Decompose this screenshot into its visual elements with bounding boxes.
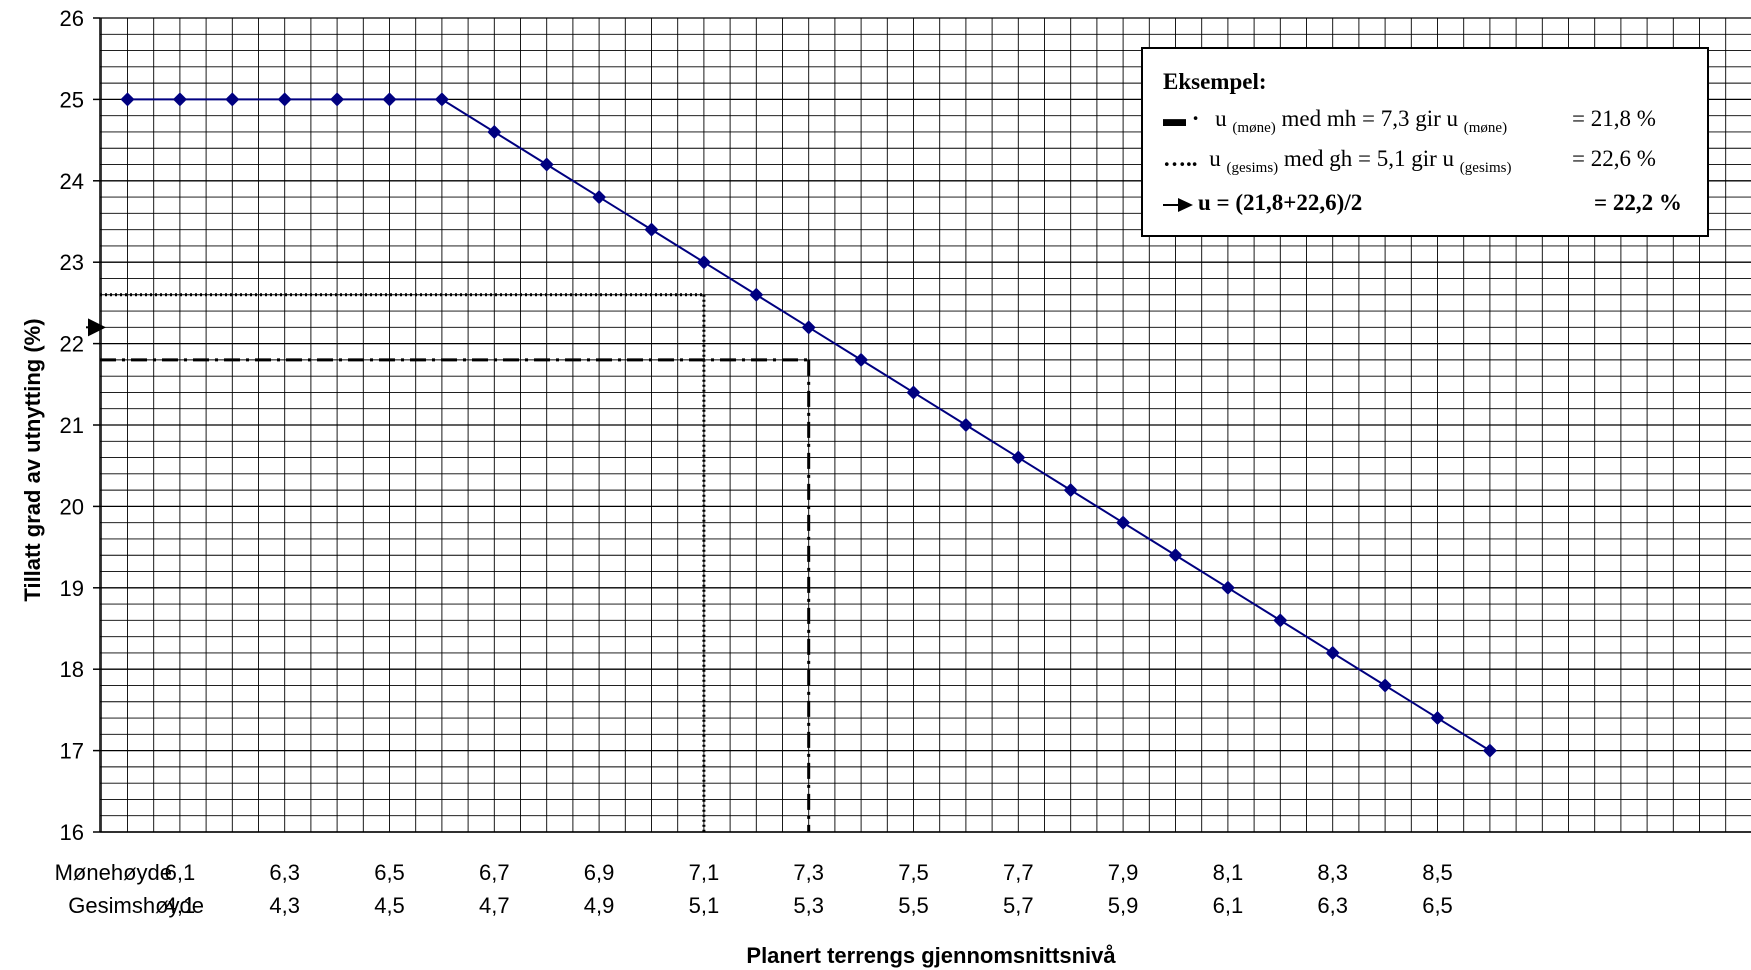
- x-tick-label-gesims: 5,9: [1108, 893, 1139, 918]
- legend-line-2-sub2: (gesims): [1460, 160, 1512, 176]
- x-tick-label-moene: 6,1: [165, 860, 196, 885]
- data-point: [434, 92, 449, 107]
- legend-line-2-mid: med gh = 5,1 gir u: [1284, 146, 1455, 171]
- x-tick-label-gesims: 4,5: [374, 893, 405, 918]
- data-point: [1116, 515, 1131, 530]
- x-tick-label-moene: 8,5: [1422, 860, 1453, 885]
- x-row-label-gesims: Gesimshøyde: [68, 893, 204, 918]
- data-point: [1220, 580, 1235, 595]
- legend-line-2-sub1: (gesims): [1227, 160, 1279, 176]
- data-point: [172, 92, 187, 107]
- x-tick-label-gesims: 6,1: [1213, 893, 1244, 918]
- y-tick-label: 18: [60, 657, 84, 682]
- data-point: [277, 92, 292, 107]
- x-axis-title: Planert terrengs gjennomsnittsnivå: [746, 943, 1116, 968]
- legend-line-1-pre: u: [1215, 106, 1227, 131]
- y-tick-label: 21: [60, 413, 84, 438]
- x-tick-label-gesims: 6,5: [1422, 893, 1453, 918]
- data-point: [696, 255, 711, 270]
- x-tick-label-gesims: 4,1: [165, 893, 196, 918]
- y-value-arrow-marker: [86, 318, 106, 337]
- data-point: [958, 418, 973, 432]
- x-tick-label-moene: 7,9: [1108, 860, 1139, 885]
- x-tick-label-gesims: 5,3: [793, 893, 824, 918]
- series-points: [120, 92, 1497, 758]
- data-point: [1430, 711, 1445, 726]
- data-point: [120, 92, 135, 107]
- legend-line-1-mid: med mh = 7,3 gir u: [1282, 106, 1459, 131]
- y-tick-label: 26: [60, 6, 84, 31]
- data-point: [854, 352, 869, 367]
- x-row-label-moene: Mønehøyde: [55, 860, 172, 885]
- x-tick-label-moene: 7,1: [689, 860, 720, 885]
- data-point: [330, 92, 345, 107]
- legend-line-1-sub1: (møne): [1232, 120, 1275, 136]
- x-tick-label-moene: 6,9: [584, 860, 615, 885]
- legend-line-1-value: = 21,8 %: [1572, 106, 1656, 131]
- y-tick-label: 25: [60, 87, 84, 112]
- x-tick-label-moene: 6,5: [374, 860, 405, 885]
- data-point: [1325, 645, 1340, 660]
- data-point: [644, 222, 659, 237]
- legend-box: [1141, 47, 1709, 237]
- x-tick-label-gesims: 5,1: [689, 893, 720, 918]
- x-tick-label-moene: 6,3: [269, 860, 300, 885]
- legend-line-2-value: = 22,6 %: [1572, 146, 1656, 171]
- y-tick-label: 17: [60, 739, 84, 764]
- data-point: [1063, 483, 1078, 498]
- legend-line-3-value: = 22,2 %: [1594, 190, 1682, 215]
- x-tick-label-moene: 8,3: [1317, 860, 1348, 885]
- data-point: [487, 124, 502, 139]
- x-tick-label-moene: 6,7: [479, 860, 510, 885]
- legend-line-3-text: u = (21,8+22,6)/2: [1198, 190, 1362, 215]
- data-point: [1378, 678, 1393, 693]
- legend-title: Eksempel:: [1163, 69, 1267, 94]
- x-tick-label-gesims: 4,9: [584, 893, 615, 918]
- legend-arrow-head: [1178, 198, 1193, 212]
- data-point: [382, 92, 397, 107]
- x-axis-ticks: 6,1 6,3 6,5 6,7 6,9 7,1 7,3 7,5 7,7 7,9 8,1 8,3 8,5 4…: [165, 860, 1453, 918]
- series-layer: [120, 92, 1497, 758]
- example-guide-lines: [100, 293, 811, 832]
- legend-line-1-sub2: (møne): [1464, 120, 1507, 136]
- legend-line-1-symbol: ▬ ·: [1163, 106, 1199, 131]
- y-tick-label: 22: [60, 332, 84, 357]
- y-axis-title: Tillatt grad av utnytting (%): [20, 318, 45, 601]
- data-point: [906, 385, 921, 400]
- y-tick-label: 16: [60, 820, 84, 845]
- y-axis-ticks: 16 17 18 19 20 21 22 23 24 25 26: [60, 6, 100, 845]
- data-point: [1168, 548, 1183, 563]
- x-tick-label-moene: 7,3: [793, 860, 824, 885]
- data-point: [592, 190, 607, 205]
- y-tick-label: 24: [60, 169, 84, 194]
- x-tick-label-moene: 8,1: [1213, 860, 1244, 885]
- x-tick-label-gesims: 5,7: [1003, 893, 1034, 918]
- x-tick-label-moene: 7,5: [898, 860, 929, 885]
- data-point: [801, 320, 816, 335]
- data-point: [225, 92, 240, 107]
- x-tick-label-gesims: 4,3: [269, 893, 300, 918]
- data-point: [1011, 450, 1026, 465]
- data-point: [1482, 743, 1497, 758]
- x-tick-label-gesims: 4,7: [479, 893, 510, 918]
- legend-line-2-symbol: …..: [1163, 146, 1198, 171]
- y-tick-label: 20: [60, 494, 84, 519]
- x-tick-label-moene: 7,7: [1003, 860, 1034, 885]
- legend-line-2-pre: u: [1209, 146, 1221, 171]
- data-point: [539, 157, 554, 172]
- y-tick-label: 23: [60, 250, 84, 275]
- data-point: [749, 287, 764, 302]
- x-tick-label-gesims: 6,3: [1317, 893, 1348, 918]
- legend-line-2: ….. u (gesims) med gh = 5,1 gir u (gesim…: [1163, 146, 1511, 177]
- x-tick-label-gesims: 5,5: [898, 893, 929, 918]
- y-tick-label: 19: [60, 576, 84, 601]
- arrow-marker-head: [88, 318, 106, 337]
- legend: Eksempel: ▬ · u (møne) med mh = 7,3 gir …: [1141, 47, 1709, 237]
- legend-line-1: ▬ · u (møne) med mh = 7,3 gir u (møne): [1163, 106, 1507, 137]
- data-point: [1273, 613, 1288, 628]
